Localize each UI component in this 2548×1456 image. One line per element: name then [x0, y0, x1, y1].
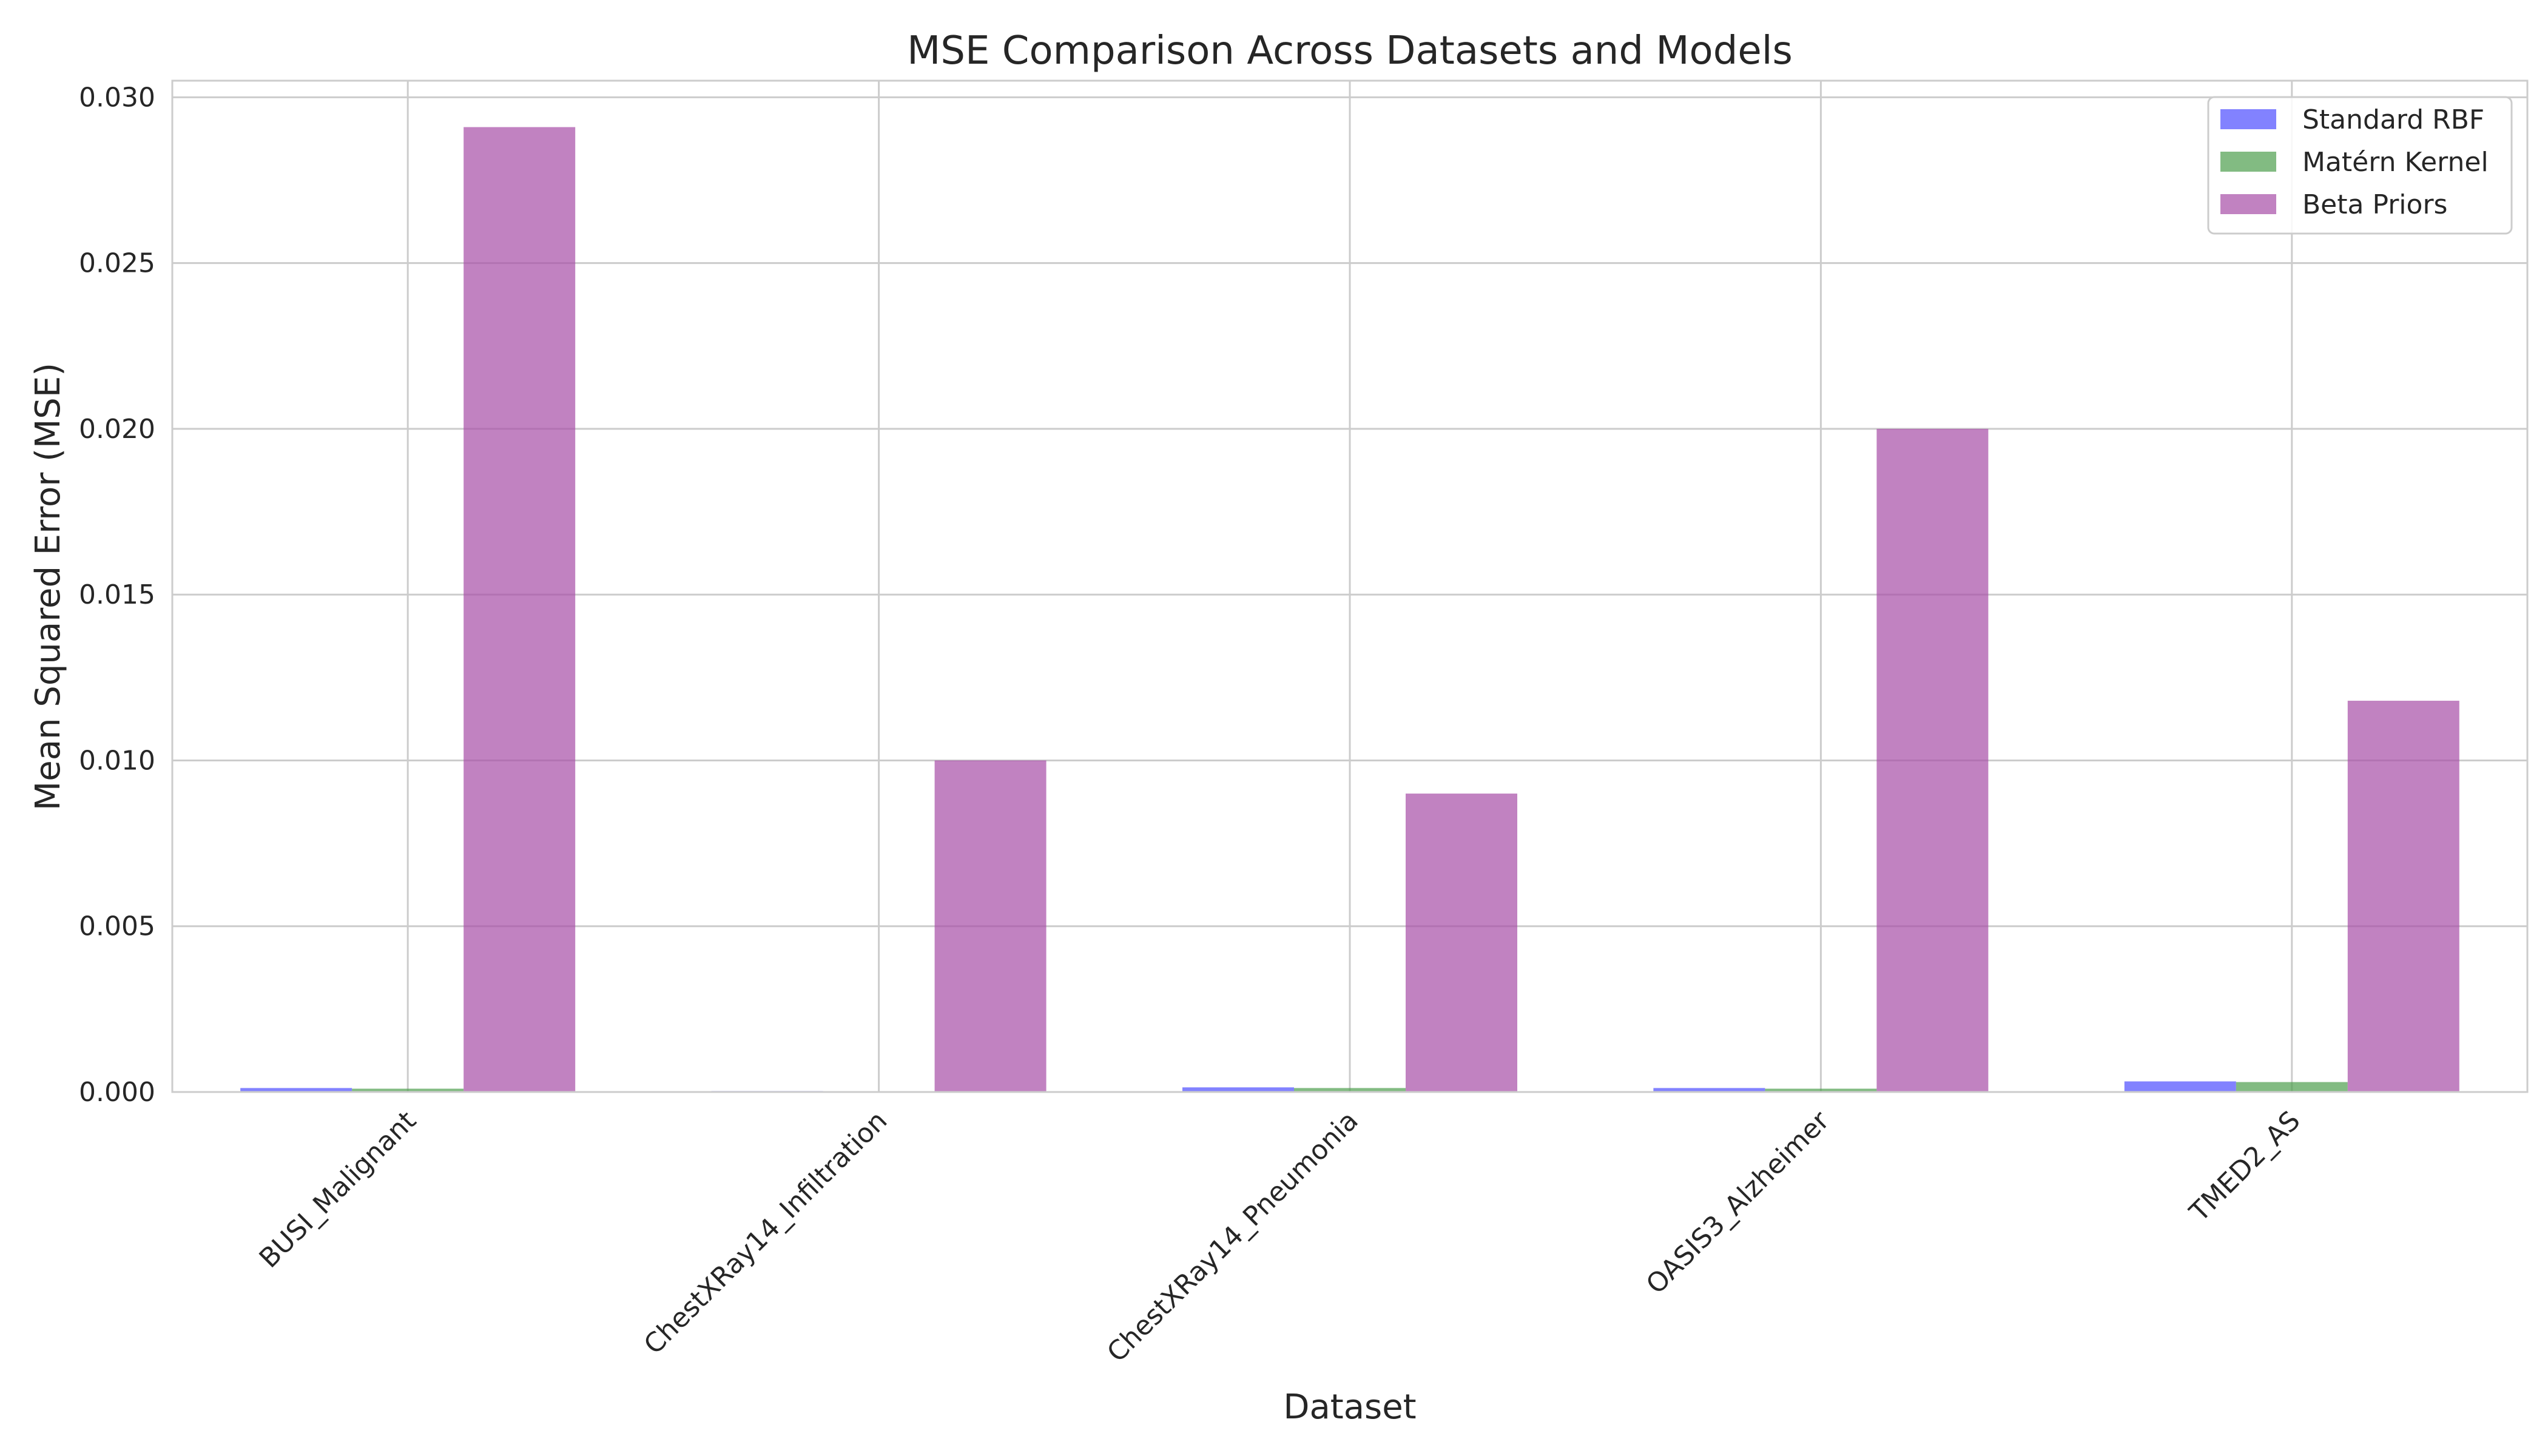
legend-label: Beta Priors: [2302, 189, 2447, 220]
x-tick-label: TMED2_AS: [2183, 1105, 2307, 1228]
x-tick-label: ChestXRay14_Pneumonia: [1101, 1105, 1364, 1369]
bar: [1765, 1088, 1877, 1092]
legend-label: Standard RBF: [2302, 104, 2484, 135]
bar: [1294, 1088, 1406, 1092]
bar: [1876, 428, 1989, 1092]
legend-swatch: [2220, 152, 2276, 172]
x-tick-label: ChestXRay14_Infiltration: [638, 1105, 894, 1361]
y-axis-label: Mean Squared Error (MSE): [29, 363, 68, 811]
bar: [1653, 1088, 1765, 1092]
bar: [240, 1088, 352, 1092]
plot-frame: [171, 79, 2529, 1093]
series-beta-priors: [463, 127, 2459, 1092]
y-tick-label: 0.030: [79, 82, 155, 113]
y-tick-label: 0.005: [79, 911, 155, 942]
x-tick-label: OASIS3_Alzheimer: [1640, 1105, 1836, 1300]
y-axis-ticks: 0.000 0.005 0.010 0.015 0.020 0.025 0.030: [79, 82, 155, 1108]
y-tick-label: 0.020: [79, 414, 155, 445]
bar: [1182, 1087, 1294, 1092]
bars: [240, 127, 2459, 1092]
bar: [463, 127, 576, 1092]
x-axis-label: Dataset: [1283, 1387, 1416, 1427]
legend-box: [2207, 96, 2513, 235]
bar: [2124, 1081, 2236, 1092]
bar: [934, 760, 1046, 1092]
x-axis-ticks: BUSI_Malignant ChestXRay14_Infiltration Ch…: [254, 1105, 2307, 1368]
bar: [1406, 794, 1517, 1092]
legend-label: Matérn Kernel: [2302, 147, 2489, 178]
y-tick-label: 0.010: [79, 745, 155, 776]
legend-swatch: [2220, 109, 2276, 129]
chart-title: MSE Comparison Across Datasets and Model…: [907, 29, 1793, 73]
bar: [352, 1088, 464, 1092]
legend-swatch: [2220, 194, 2276, 214]
y-tick-label: 0.015: [79, 579, 155, 610]
bar: [2347, 701, 2459, 1092]
x-tick-label: BUSI_Malignant: [254, 1105, 422, 1274]
bar: [2236, 1082, 2348, 1092]
y-tick-label: 0.025: [79, 248, 155, 279]
legend: Standard RBF Matérn Kernel Beta Priors: [2207, 96, 2513, 235]
y-tick-label: 0.000: [79, 1077, 155, 1108]
